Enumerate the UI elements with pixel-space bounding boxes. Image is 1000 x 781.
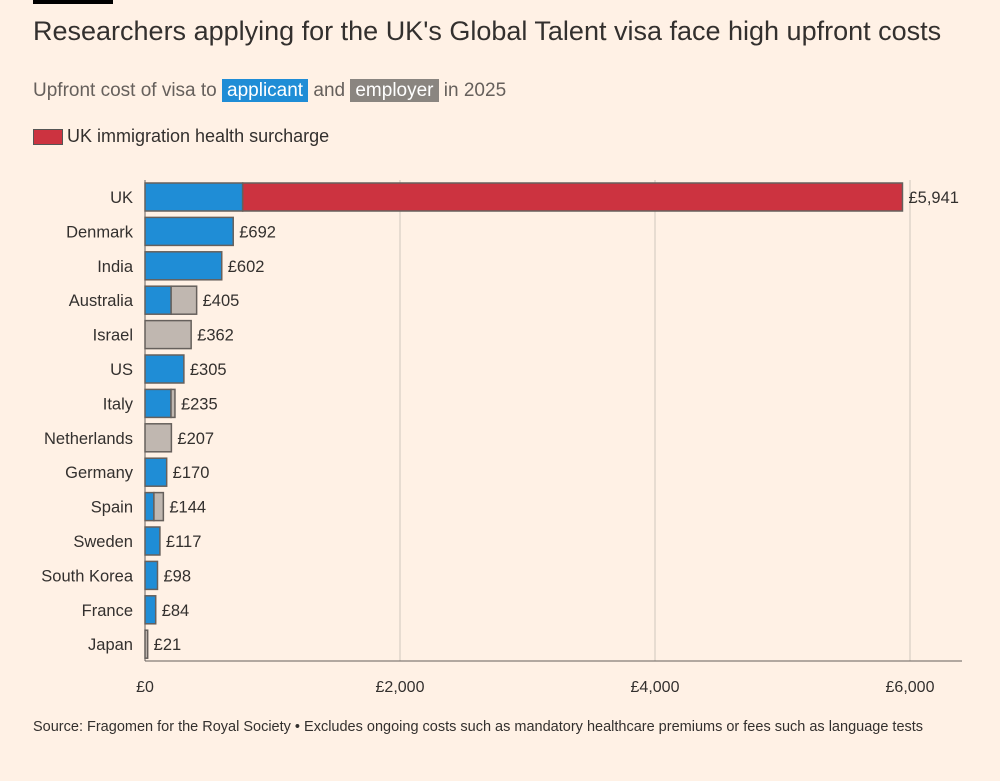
category-label: Sweden	[73, 533, 133, 551]
bar-applicant	[144, 526, 161, 556]
legend: UK immigration health surcharge	[33, 126, 329, 147]
category-label: South Korea	[41, 567, 134, 585]
category-label: France	[82, 602, 133, 620]
bar-employer	[170, 285, 198, 315]
x-tick-label: £0	[136, 679, 154, 696]
subtitle-and: and	[313, 80, 346, 101]
chart-subtitle: Upfront cost of visa to applicant and em…	[33, 79, 507, 102]
source-note: Source: Fragomen for the Royal Society •…	[33, 719, 924, 735]
category-label: Israel	[93, 327, 133, 345]
x-tick-label: £2,000	[376, 679, 425, 696]
data-label: £5,941	[908, 189, 958, 207]
bar-applicant	[144, 354, 185, 384]
bar-applicant	[144, 560, 159, 591]
category-label: US	[110, 361, 133, 379]
data-label: £602	[228, 258, 265, 276]
applicant-chip: applicant	[222, 79, 309, 102]
data-label: £362	[197, 327, 234, 345]
category-label: Germany	[65, 464, 134, 482]
data-label: £405	[203, 292, 240, 310]
bar-employer	[153, 491, 165, 522]
x-tick-label: £4,000	[631, 679, 680, 696]
subtitle-suffix: in 2025	[443, 80, 507, 101]
subtitle-prefix: Upfront cost of visa to	[33, 80, 217, 101]
chart-title: Researchers applying for the UK's Global…	[33, 16, 942, 46]
bar-applicant	[144, 388, 172, 419]
bar-applicant	[144, 491, 155, 522]
legend-swatch-surcharge	[33, 128, 63, 145]
bar-applicant	[144, 182, 244, 212]
bar-employer	[170, 388, 176, 419]
data-label: £98	[163, 567, 191, 585]
category-label: Japan	[88, 636, 133, 654]
data-label: £84	[162, 602, 190, 620]
data-label: £692	[239, 223, 276, 241]
category-label: UK	[110, 189, 133, 207]
brand-bar	[33, 0, 113, 4]
bar-applicant	[144, 285, 172, 315]
bar-uk-immigration-health-surcharge	[241, 182, 904, 212]
category-label: Denmark	[66, 223, 134, 241]
data-label: £117	[166, 533, 201, 551]
data-label: £235	[181, 395, 218, 413]
legend-label-surcharge: UK immigration health surcharge	[67, 126, 330, 146]
category-label: Spain	[91, 499, 133, 517]
bar-applicant	[144, 216, 234, 247]
data-label: £170	[173, 464, 210, 482]
bar-applicant	[144, 457, 168, 487]
data-label: £144	[169, 499, 206, 517]
bar-employer	[144, 423, 173, 453]
category-label: India	[97, 258, 134, 276]
category-label: Italy	[103, 395, 134, 413]
data-label: £305	[190, 361, 227, 379]
bar-applicant	[144, 251, 223, 281]
x-tick-label: £6,000	[886, 679, 935, 696]
data-label: £207	[177, 430, 214, 448]
bar-applicant	[144, 595, 157, 625]
bar-employer	[144, 319, 192, 350]
data-label: £21	[154, 636, 182, 654]
category-label: Netherlands	[44, 430, 133, 448]
category-label: Australia	[69, 292, 134, 310]
employer-chip: employer	[350, 79, 439, 102]
